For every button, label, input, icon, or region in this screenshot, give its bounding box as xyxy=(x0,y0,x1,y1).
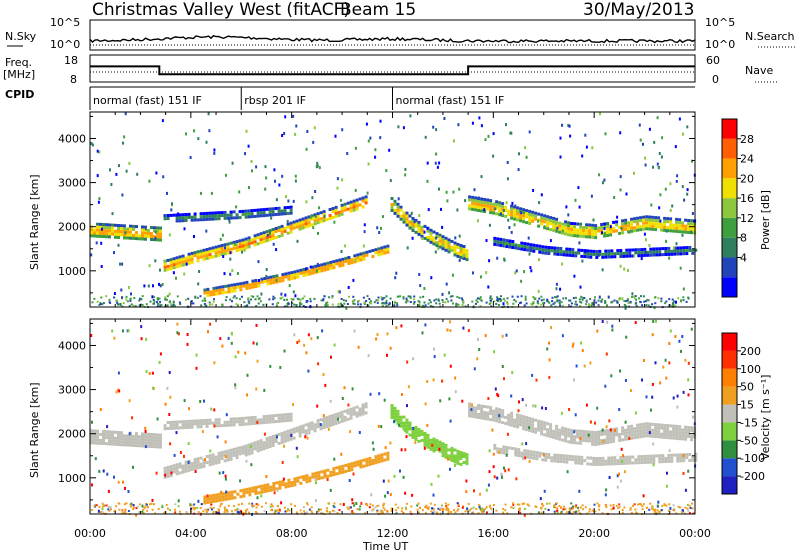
colorbar-swatch xyxy=(722,386,737,405)
velocity-colorbar-label: Velocity [m s⁻¹] xyxy=(759,375,772,460)
nsky-panel: N.Sky 10^5 10^0 10^5 10^0 N.Search xyxy=(5,16,795,51)
y-tick-label: 1000 xyxy=(58,472,86,485)
x-tick-label: 04:00 xyxy=(175,527,207,540)
colorbar-swatch xyxy=(722,138,737,159)
colorbar-tick-label: 8 xyxy=(740,232,747,245)
frequency-panel: Freq. [MHz] 18 8 60 0 Nave xyxy=(3,54,778,86)
colorbar-swatch xyxy=(722,333,737,351)
echo-band-b xyxy=(163,195,368,272)
nsky-tick-top: 10^5 xyxy=(50,16,80,29)
freq-label-top: Freq. xyxy=(5,56,32,69)
velocity-ylabel: Slant Range [km] xyxy=(28,382,41,478)
colorbar-tick-label: 20 xyxy=(740,172,754,185)
colorbar-swatch xyxy=(722,458,737,477)
freq-tick-top: 18 xyxy=(64,54,78,67)
colorbar-swatch xyxy=(722,257,737,278)
frequency-trace xyxy=(90,65,695,76)
colorbar-swatch xyxy=(722,422,737,441)
nsky-tick-bottom: 10^0 xyxy=(50,38,80,51)
time-axis: 00:00 04:00 08:00 12:00 16:00 20:00 00:00 xyxy=(74,527,711,540)
colorbar-tick-label: 12 xyxy=(740,212,754,225)
colorbar-tick-label: -100 xyxy=(740,452,765,465)
beam-title: Beam 15 xyxy=(340,0,416,20)
nsky-trace xyxy=(89,34,696,44)
colorbar-tick-label: 200 xyxy=(740,345,761,358)
echo-band-e xyxy=(468,195,697,240)
x-tick-label: 08:00 xyxy=(276,527,308,540)
x-tick-label: 20:00 xyxy=(578,527,610,540)
x-tick-label: 16:00 xyxy=(477,527,509,540)
nave-tick-top: 60 xyxy=(706,54,720,67)
colorbar-tick-label: -50 xyxy=(740,434,758,447)
echo-band-g xyxy=(163,205,293,223)
colorbar-swatch xyxy=(722,198,737,218)
colorbar-tick-label: 100 xyxy=(740,363,761,376)
x-axis-label: Time UT xyxy=(362,540,408,553)
date-title: 30/May/2013 xyxy=(583,0,695,20)
power-panel: 1000 2000 3000 4000 Slant Range [km] 28 24 20… xyxy=(28,111,772,310)
echo-band-d xyxy=(390,404,469,466)
y-tick-label: 3000 xyxy=(58,384,86,397)
colorbar-tick-label: -15 xyxy=(740,416,758,429)
nave-label: Nave xyxy=(745,64,773,77)
echo-band-d xyxy=(390,197,469,262)
colorbar-swatch xyxy=(722,217,737,238)
y-tick-label: 4000 xyxy=(58,339,86,352)
freq-tick-bottom: 8 xyxy=(70,73,77,86)
colorbar-swatch xyxy=(722,368,737,387)
x-tick-label: 00:00 xyxy=(679,527,711,540)
x-tick-label: 12:00 xyxy=(377,527,409,540)
y-tick-label: 2000 xyxy=(58,428,86,441)
colorbar-tick-label: 15 xyxy=(740,399,754,412)
y-tick-label: 4000 xyxy=(58,132,86,145)
nsky-label: N.Sky xyxy=(5,30,37,43)
colorbar-swatch xyxy=(722,440,737,459)
power-ylabel: Slant Range [km] xyxy=(28,174,41,270)
echo-band-e xyxy=(468,402,697,447)
colorbar-swatch xyxy=(722,404,737,423)
cpid-label: CPID xyxy=(5,88,34,101)
echo-band-c xyxy=(203,451,390,505)
echo-band-b xyxy=(163,402,368,479)
nsearch-tick-top: 10^5 xyxy=(705,16,735,29)
cpid-panel: CPID normal (fast) 151 IF rbsp 201 IF norm… xyxy=(5,86,695,110)
colorbar-tick-label: 50 xyxy=(740,381,754,394)
colorbar-tick-label: 4 xyxy=(740,251,747,264)
colorbar-swatch xyxy=(722,158,737,179)
colorbar-swatch xyxy=(722,350,737,369)
echo-band-c xyxy=(203,244,390,297)
freq-label-bottom: [MHz] xyxy=(3,68,35,81)
y-tick-label: 2000 xyxy=(58,221,86,234)
colorbar-tick-label: 24 xyxy=(740,153,754,166)
y-tick-label: 1000 xyxy=(58,265,86,278)
colorbar-swatch xyxy=(722,277,737,297)
cpid-segment-label: rbsp 201 IF xyxy=(244,94,306,107)
colorbar-tick-label: 28 xyxy=(740,133,754,146)
scattered-echoes xyxy=(90,319,697,517)
y-tick-label: 3000 xyxy=(58,177,86,190)
echo-band-f xyxy=(493,236,698,259)
colorbar-swatch xyxy=(722,119,737,139)
colorbar-tick-label: 16 xyxy=(740,192,754,205)
power-colorbar-label: Power [dB] xyxy=(759,190,772,250)
echo-band-f xyxy=(493,443,698,466)
colorbar-swatch xyxy=(722,178,737,199)
echo-band-a xyxy=(90,222,162,242)
colorbar-tick-label: -200 xyxy=(740,470,765,483)
velocity-panel: 1000 2000 3000 4000 Slant Range [km] 200 100… xyxy=(28,318,772,517)
colorbar-swatch xyxy=(722,237,737,258)
echo-band-g xyxy=(163,412,293,431)
x-tick-label: 00:00 xyxy=(74,527,106,540)
nave-tick-bottom: 0 xyxy=(712,73,719,86)
cpid-segment-label: normal (fast) 151 IF xyxy=(396,94,505,107)
cpid-segment-label: normal (fast) 151 IF xyxy=(93,94,202,107)
echo-band-a xyxy=(90,429,162,449)
site-title: Christmas Valley West (fitACF) xyxy=(92,0,350,20)
colorbar-swatch xyxy=(722,476,737,494)
nsearch-label: N.Search xyxy=(745,30,795,43)
nsearch-tick-bottom: 10^0 xyxy=(705,38,735,51)
